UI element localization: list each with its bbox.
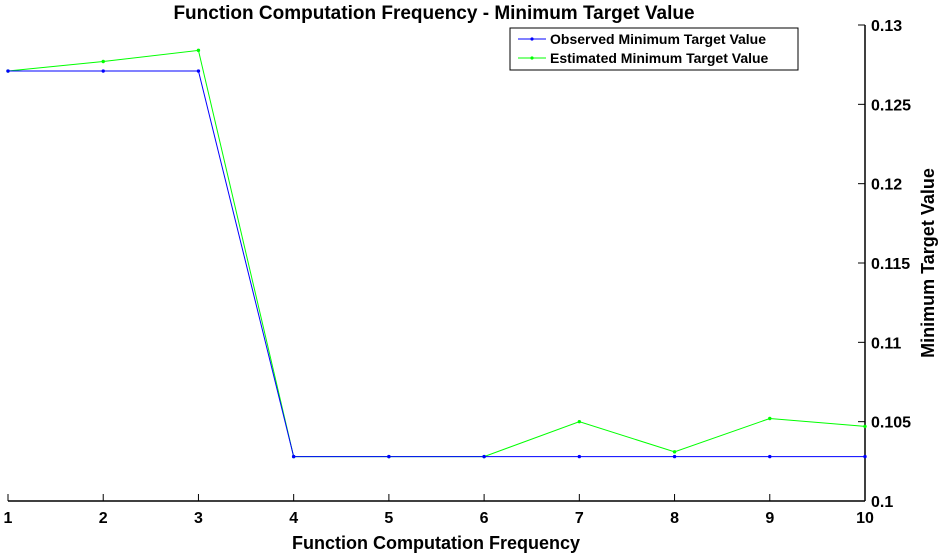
y-tick-label: 0.125 (871, 97, 911, 114)
data-point (482, 454, 486, 459)
data-point (863, 454, 867, 459)
x-tick-label: 10 (856, 510, 874, 527)
legend-box (509, 27, 799, 71)
x-tick-label: 4 (289, 510, 298, 527)
series-estimated (6, 48, 867, 459)
y-tick-label: 0.13 (871, 18, 902, 35)
series-layer (6, 48, 867, 459)
legend-label-estimated: Estimated Minimum Target Value (550, 50, 769, 66)
data-point (577, 419, 582, 424)
data-point (672, 450, 677, 454)
data-point (387, 454, 391, 459)
legend-marker-estimated (530, 56, 534, 60)
x-axis-ticks: 1 2 3 4 5 6 7 8 9 10 (4, 494, 874, 527)
data-point (196, 48, 201, 53)
x-tick-label: 6 (480, 510, 489, 527)
x-tick-label: 5 (384, 510, 393, 527)
data-point (768, 416, 772, 421)
x-tick-label: 2 (99, 510, 108, 527)
data-point (672, 454, 677, 459)
data-point (101, 69, 105, 73)
legend: Observed Minimum Target Value Estimated … (509, 27, 799, 71)
data-point (6, 69, 10, 73)
y-axis-ticks: 0.1 0.105 0.11 0.115 0.12 0.125 0.13 (858, 18, 911, 511)
chart-title: Function Computation Frequency - Minimum… (173, 3, 694, 24)
x-tick-label: 9 (765, 510, 774, 527)
x-tick-label: 3 (194, 510, 203, 527)
y-axis-label: Minimum Target Value (918, 168, 938, 358)
series-observed (6, 69, 867, 459)
y-tick-label: 0.11 (871, 335, 901, 352)
y-tick-label: 0.115 (871, 256, 910, 273)
x-tick-label: 7 (575, 510, 584, 527)
y-tick-label: 0.12 (871, 177, 902, 194)
legend-label-observed: Observed Minimum Target Value (550, 31, 766, 47)
series-line (8, 70, 865, 458)
y-tick-label: 0.105 (871, 415, 911, 432)
data-point (863, 424, 867, 429)
legend-marker-observed (530, 37, 534, 41)
x-tick-label: 8 (670, 510, 679, 527)
data-point (768, 454, 772, 459)
x-axis-label: Function Computation Frequency (292, 533, 580, 553)
data-point (101, 59, 105, 64)
y-tick-label: 0.1 (871, 494, 893, 511)
data-point (577, 454, 582, 459)
x-tick-label: 1 (4, 510, 13, 527)
data-point (291, 454, 296, 459)
data-point (196, 69, 201, 73)
series-line (7, 49, 866, 458)
